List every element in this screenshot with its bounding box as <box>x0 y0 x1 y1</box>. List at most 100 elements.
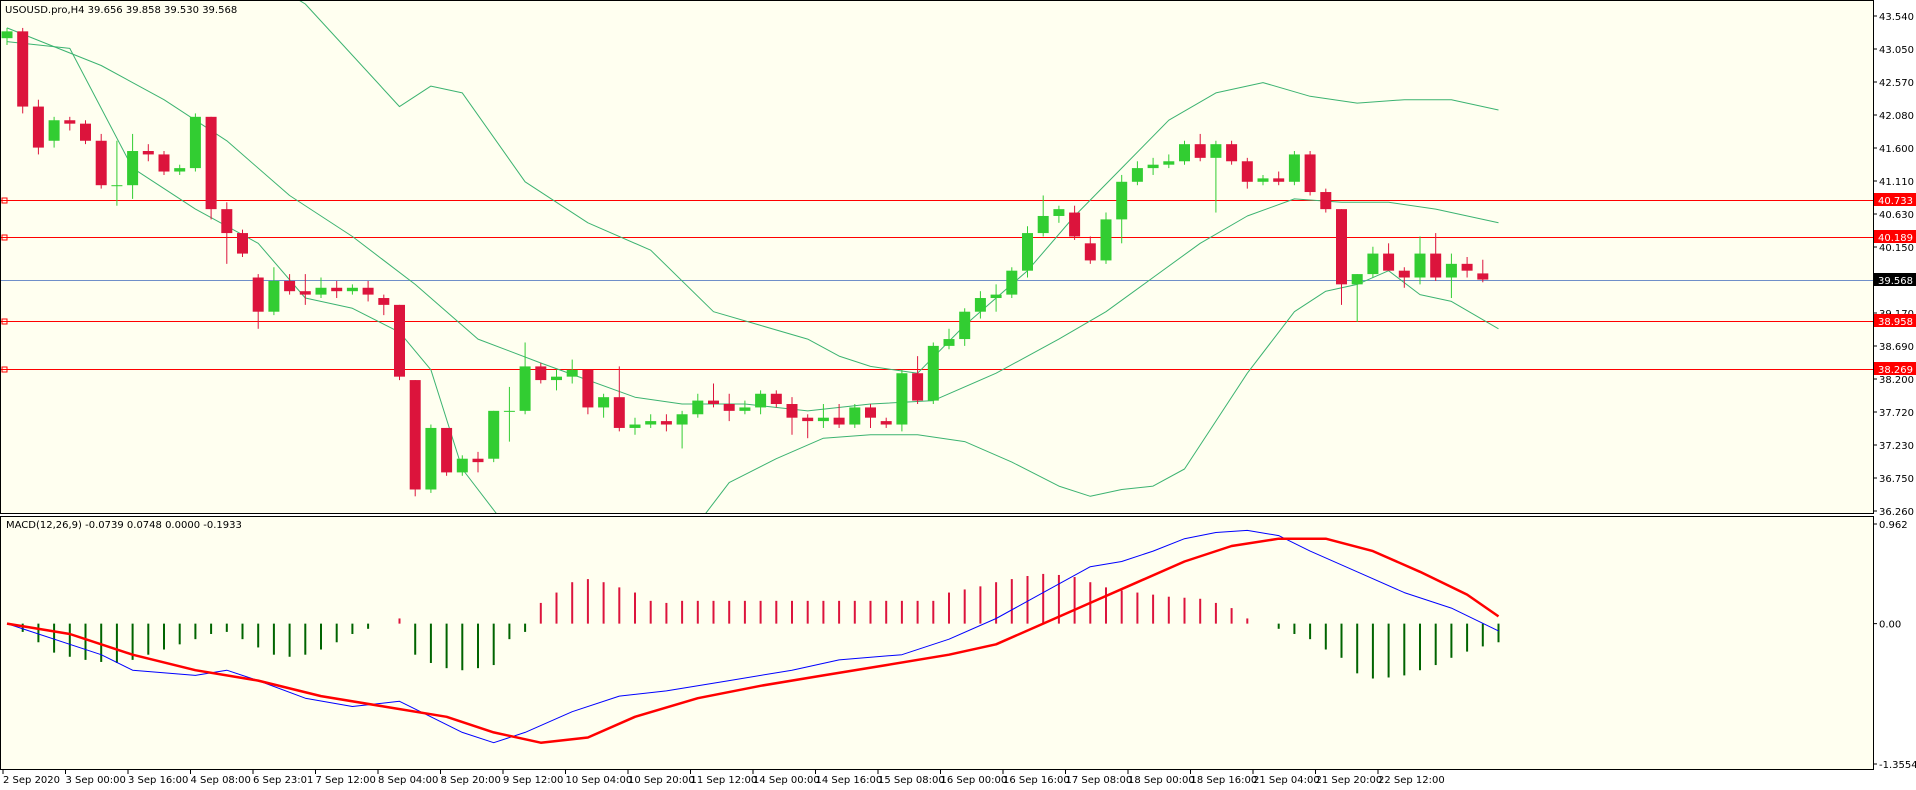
bear-candle[interactable] <box>284 280 296 292</box>
bull-candle[interactable] <box>676 414 688 425</box>
bear-candle[interactable] <box>252 277 264 312</box>
bull-candle[interactable] <box>456 458 468 473</box>
level-price-tag[interactable] <box>1874 314 1916 327</box>
bear-candle[interactable] <box>1320 192 1332 210</box>
bear-candle[interactable] <box>80 123 91 141</box>
price-plot[interactable] <box>0 0 1873 592</box>
bull-candle[interactable] <box>1257 178 1269 182</box>
level-price-tag[interactable] <box>1874 362 1916 375</box>
level-handle[interactable] <box>1 366 8 373</box>
bull-candle[interactable] <box>1006 270 1018 295</box>
bull-candle[interactable] <box>346 287 358 292</box>
bull-candle[interactable] <box>315 287 327 295</box>
bear-candle[interactable] <box>205 116 217 210</box>
bull-candle[interactable] <box>189 116 201 169</box>
bear-candle[interactable] <box>1226 144 1238 162</box>
macd-plot[interactable] <box>6 529 1500 744</box>
bull-candle[interactable] <box>519 366 531 411</box>
bull-candle[interactable] <box>1351 274 1363 285</box>
bear-candle[interactable] <box>1241 161 1253 182</box>
bull-candle[interactable] <box>896 373 908 425</box>
bear-candle[interactable] <box>582 369 594 408</box>
bear-candle[interactable] <box>1336 209 1347 285</box>
bear-candle[interactable] <box>1430 253 1442 278</box>
level-price-tag[interactable] <box>1874 230 1916 243</box>
bull-candle[interactable] <box>1288 154 1300 182</box>
bull-candle[interactable] <box>645 421 657 425</box>
bear-candle[interactable] <box>786 404 798 418</box>
bull-candle[interactable] <box>692 400 704 415</box>
bull-candle[interactable] <box>943 339 955 346</box>
bear-candle[interactable] <box>331 287 343 292</box>
bear-candle[interactable] <box>394 304 405 377</box>
level-price-tag[interactable] <box>1874 193 1916 206</box>
bull-candle[interactable] <box>755 393 767 408</box>
bear-candle[interactable] <box>1461 263 1473 271</box>
bull-candle[interactable] <box>1147 164 1159 169</box>
bull-candle[interactable] <box>927 345 939 401</box>
bear-candle[interactable] <box>535 366 547 381</box>
bear-candle[interactable] <box>441 427 453 473</box>
bear-candle[interactable] <box>17 31 29 107</box>
bull-candle[interactable] <box>1 31 13 39</box>
level-handle[interactable] <box>1 234 8 241</box>
bear-candle[interactable] <box>660 421 672 425</box>
bear-candle[interactable] <box>723 404 735 411</box>
bear-candle[interactable] <box>221 209 233 234</box>
bear-candle[interactable] <box>1069 212 1081 237</box>
bull-candle[interactable] <box>1367 253 1379 275</box>
bull-candle[interactable] <box>629 424 641 428</box>
bear-candle[interactable] <box>158 154 170 172</box>
bear-candle[interactable] <box>142 151 154 155</box>
bear-candle[interactable] <box>1304 154 1316 193</box>
bear-candle[interactable] <box>299 291 311 295</box>
bull-candle[interactable] <box>174 168 186 172</box>
bull-candle[interactable] <box>990 294 1002 299</box>
bear-candle[interactable] <box>1398 270 1410 278</box>
bear-candle[interactable] <box>1383 253 1395 271</box>
bear-candle[interactable] <box>378 298 390 305</box>
bull-candle[interactable] <box>1414 253 1426 278</box>
bull-candle[interactable] <box>566 369 578 377</box>
bear-candle[interactable] <box>409 380 421 490</box>
bear-candle[interactable] <box>32 106 44 148</box>
bull-candle[interactable] <box>974 298 986 312</box>
bear-candle[interactable] <box>770 393 782 405</box>
bull-candle[interactable] <box>1179 144 1190 162</box>
bull-candle[interactable] <box>1100 219 1112 261</box>
bull-candle[interactable] <box>959 311 971 340</box>
bull-candle[interactable] <box>817 417 829 422</box>
bull-candle[interactable] <box>849 407 861 425</box>
bear-candle[interactable] <box>237 233 248 254</box>
bear-candle[interactable] <box>880 421 892 425</box>
bear-candle[interactable] <box>1477 273 1489 280</box>
bear-candle[interactable] <box>912 373 924 401</box>
bull-candle[interactable] <box>1210 144 1222 158</box>
bull-candle[interactable] <box>1116 181 1128 220</box>
bear-candle[interactable] <box>1194 144 1206 158</box>
bear-candle[interactable] <box>362 287 374 295</box>
bull-candle[interactable] <box>739 407 751 411</box>
bear-candle[interactable] <box>833 417 845 425</box>
bull-candle[interactable] <box>48 120 60 141</box>
bull-candle[interactable] <box>551 376 562 381</box>
bull-candle[interactable] <box>1037 215 1049 234</box>
bear-candle[interactable] <box>64 120 76 124</box>
bull-candle[interactable] <box>1053 209 1065 216</box>
bull-candle[interactable] <box>127 151 139 186</box>
bull-candle[interactable] <box>503 410 515 412</box>
bear-candle[interactable] <box>1273 178 1285 182</box>
bull-candle[interactable] <box>1445 263 1457 278</box>
bull-candle[interactable] <box>111 185 123 187</box>
bull-candle[interactable] <box>425 427 437 490</box>
bear-candle[interactable] <box>472 458 484 463</box>
bull-candle[interactable] <box>1022 233 1033 271</box>
bull-candle[interactable] <box>1131 168 1143 182</box>
level-handle[interactable] <box>1 197 8 204</box>
bull-candle[interactable] <box>598 397 610 408</box>
bear-candle[interactable] <box>95 140 107 186</box>
bear-candle[interactable] <box>708 400 719 405</box>
bull-candle[interactable] <box>268 280 280 312</box>
bear-candle[interactable] <box>802 417 814 422</box>
